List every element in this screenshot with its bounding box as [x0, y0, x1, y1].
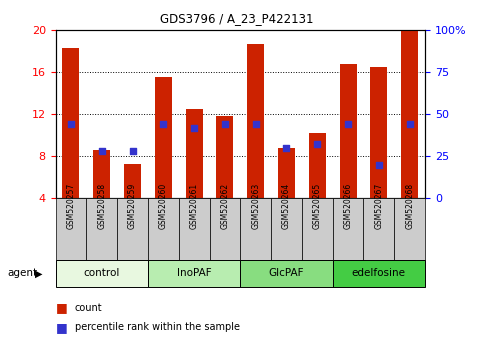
Bar — [179, 198, 210, 260]
Text: InoPAF: InoPAF — [177, 268, 212, 279]
Point — [221, 121, 229, 127]
Bar — [155, 78, 172, 198]
Bar — [394, 198, 425, 260]
Point — [190, 125, 198, 131]
Text: GSM520265: GSM520265 — [313, 183, 322, 229]
Bar — [240, 260, 333, 287]
Bar — [86, 198, 117, 260]
Bar — [117, 198, 148, 260]
Text: ■: ■ — [56, 321, 67, 334]
Point — [313, 142, 321, 147]
Text: GSM520267: GSM520267 — [374, 183, 384, 229]
Text: count: count — [75, 303, 102, 313]
Text: GSM520261: GSM520261 — [190, 183, 199, 229]
Text: GSM520268: GSM520268 — [405, 183, 414, 229]
Point — [283, 145, 290, 151]
Text: GSM520266: GSM520266 — [343, 183, 353, 229]
Bar — [370, 67, 387, 198]
Text: GSM520259: GSM520259 — [128, 183, 137, 229]
Text: edelfosine: edelfosine — [352, 268, 406, 279]
Point — [159, 121, 167, 127]
Bar — [185, 109, 202, 198]
Text: GSM520260: GSM520260 — [159, 183, 168, 229]
Bar — [93, 150, 110, 198]
Text: GDS3796 / A_23_P422131: GDS3796 / A_23_P422131 — [160, 12, 313, 25]
Text: percentile rank within the sample: percentile rank within the sample — [75, 322, 240, 332]
Point — [67, 121, 75, 127]
Bar — [271, 198, 302, 260]
Text: GSM520264: GSM520264 — [282, 183, 291, 229]
Bar — [216, 116, 233, 198]
Bar — [333, 198, 364, 260]
Point — [252, 121, 259, 127]
Point — [375, 162, 383, 167]
Bar — [340, 64, 356, 198]
Bar — [364, 198, 394, 260]
Bar — [240, 198, 271, 260]
Bar — [124, 164, 141, 198]
Text: GSM520257: GSM520257 — [67, 183, 75, 229]
Text: ▶: ▶ — [35, 268, 43, 279]
Bar — [401, 30, 418, 198]
Text: control: control — [84, 268, 120, 279]
Point — [406, 121, 413, 127]
Point — [98, 148, 106, 154]
Bar — [278, 148, 295, 198]
Bar — [56, 260, 148, 287]
Bar — [210, 198, 240, 260]
Text: GSM520263: GSM520263 — [251, 183, 260, 229]
Bar — [333, 260, 425, 287]
Bar — [56, 198, 86, 260]
Bar — [62, 48, 79, 198]
Text: ■: ■ — [56, 302, 67, 314]
Text: GlcPAF: GlcPAF — [269, 268, 304, 279]
Bar — [309, 133, 326, 198]
Text: GSM520262: GSM520262 — [220, 183, 229, 229]
Bar — [148, 260, 241, 287]
Text: GSM520258: GSM520258 — [97, 183, 106, 229]
Point — [344, 121, 352, 127]
Bar — [247, 44, 264, 198]
Bar — [302, 198, 333, 260]
Point — [128, 148, 136, 154]
Text: agent: agent — [7, 268, 37, 279]
Bar — [148, 198, 179, 260]
